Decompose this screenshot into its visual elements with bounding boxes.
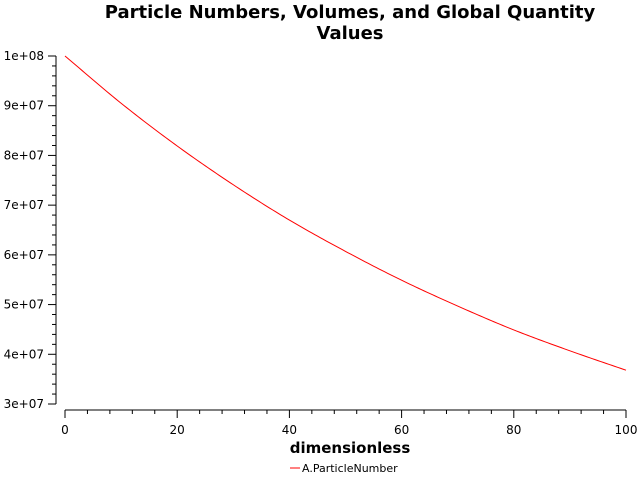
y-tick-label: 6e+07 — [4, 248, 44, 262]
y-tick-label: 1e+08 — [4, 49, 44, 63]
x-axis: 0 20 40 60 80 100 — [61, 409, 638, 437]
y-tick-label: 9e+07 — [4, 99, 44, 113]
chart-title-line-2: Values — [317, 23, 384, 44]
x-tick-label: 60 — [394, 423, 409, 437]
legend: A.ParticleNumber — [290, 462, 398, 475]
y-axis: 3e+07 4e+07 5e+07 6e+07 7e+07 8e+07 9e+07 1e+08 — [4, 49, 57, 411]
y-tick-label: 7e+07 — [4, 198, 44, 212]
x-tick-label: 100 — [615, 423, 638, 437]
y-tick-label: 8e+07 — [4, 148, 44, 162]
x-tick-label: 0 — [61, 423, 69, 437]
y-tick-label: 4e+07 — [4, 347, 44, 361]
x-tick-label: 80 — [506, 423, 521, 437]
chart-title-line-1: Particle Numbers, Volumes, and Global Qu… — [105, 2, 596, 23]
legend-label: A.ParticleNumber — [302, 462, 398, 475]
series-layer — [64, 55, 627, 371]
y-tick-label: 5e+07 — [4, 298, 44, 312]
x-tick-label: 20 — [170, 423, 185, 437]
x-axis-label: dimensionless — [290, 439, 411, 457]
x-tick-label: 40 — [282, 423, 297, 437]
y-tick-label: 3e+07 — [4, 397, 44, 411]
series-line — [64, 55, 627, 371]
